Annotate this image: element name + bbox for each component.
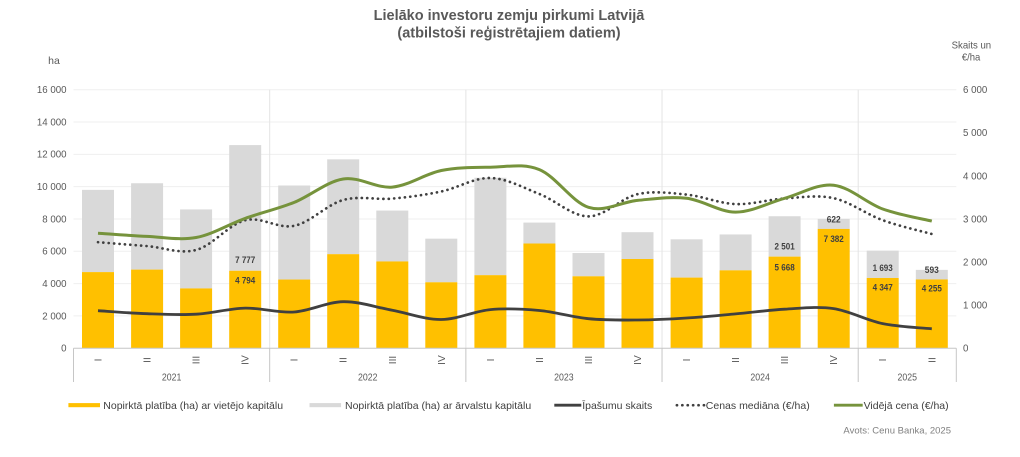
svg-text:II: II — [339, 357, 350, 363]
svg-text:€/ha: €/ha — [962, 51, 981, 63]
svg-text:6 000: 6 000 — [42, 247, 67, 258]
svg-text:Avots: Cenu Banka, 2025: Avots: Cenu Banka, 2025 — [843, 426, 951, 437]
svg-text:II: II — [143, 357, 154, 363]
svg-text:Nopirktā platība (ha) ar vietē: Nopirktā platība (ha) ar vietējo kapitāl… — [103, 400, 283, 412]
svg-text:7 382: 7 382 — [824, 234, 844, 244]
svg-text:Lielāko investoru zemju pirkum: Lielāko investoru zemju pirkumi Latvijā — [374, 8, 646, 24]
svg-text:2024: 2024 — [750, 372, 770, 383]
svg-text:1 000: 1 000 — [963, 301, 988, 312]
svg-text:2021: 2021 — [162, 372, 182, 383]
svg-text:2 000: 2 000 — [42, 311, 67, 322]
svg-text:622: 622 — [827, 215, 841, 225]
svg-text:1 693: 1 693 — [873, 263, 893, 273]
svg-text:I: I — [878, 359, 889, 362]
svg-text:II: II — [731, 357, 742, 363]
svg-text:2023: 2023 — [554, 372, 574, 383]
svg-text:4 255: 4 255 — [922, 284, 942, 294]
svg-text:0: 0 — [963, 344, 969, 355]
svg-text:Cenas mediāna (€/ha): Cenas mediāna (€/ha) — [706, 400, 810, 412]
svg-text:IV: IV — [241, 355, 252, 365]
svg-text:Īpašumu skaits: Īpašumu skaits — [582, 400, 652, 412]
svg-text:2 000: 2 000 — [963, 257, 988, 268]
svg-text:III: III — [780, 356, 791, 365]
svg-text:6 000: 6 000 — [963, 85, 988, 96]
svg-text:II: II — [535, 357, 546, 363]
svg-text:14 000: 14 000 — [37, 117, 67, 128]
svg-text:2022: 2022 — [358, 372, 378, 383]
svg-text:I: I — [94, 359, 105, 362]
svg-text:593: 593 — [925, 265, 939, 275]
svg-text:II: II — [927, 357, 938, 363]
svg-text:Skaits un: Skaits un — [952, 39, 992, 51]
svg-text:4 000: 4 000 — [963, 171, 988, 182]
svg-text:8 000: 8 000 — [42, 214, 67, 225]
svg-text:0: 0 — [61, 344, 67, 355]
svg-text:III: III — [388, 356, 399, 365]
svg-text:4 347: 4 347 — [873, 282, 893, 292]
svg-text:Vidējā cena (€/ha): Vidējā cena (€/ha) — [864, 400, 949, 412]
svg-text:7 777: 7 777 — [235, 255, 255, 265]
svg-text:3 000: 3 000 — [963, 214, 988, 225]
svg-text:I: I — [682, 359, 693, 362]
svg-text:10 000: 10 000 — [37, 182, 67, 193]
svg-text:I: I — [486, 359, 497, 362]
svg-text:ha: ha — [48, 55, 60, 67]
svg-text:5 668: 5 668 — [775, 262, 795, 272]
svg-text:2025: 2025 — [898, 372, 918, 383]
svg-text:5 000: 5 000 — [963, 128, 988, 139]
svg-text:III: III — [192, 356, 203, 365]
svg-text:I: I — [290, 359, 301, 362]
svg-text:(atbilstoši reģistrētajiem dat: (atbilstoši reģistrētajiem datiem) — [397, 26, 620, 42]
svg-text:4 000: 4 000 — [42, 279, 67, 290]
svg-text:4 794: 4 794 — [235, 276, 255, 286]
svg-text:12 000: 12 000 — [37, 150, 67, 161]
svg-text:III: III — [584, 356, 595, 365]
svg-text:IV: IV — [633, 355, 644, 365]
svg-text:Nopirktā platība (ha) ar ārval: Nopirktā platība (ha) ar ārvalstu kapitā… — [345, 400, 531, 412]
svg-text:16 000: 16 000 — [37, 85, 67, 96]
svg-text:IV: IV — [437, 355, 448, 365]
svg-text:2 501: 2 501 — [775, 242, 795, 252]
svg-text:IV: IV — [829, 355, 840, 365]
